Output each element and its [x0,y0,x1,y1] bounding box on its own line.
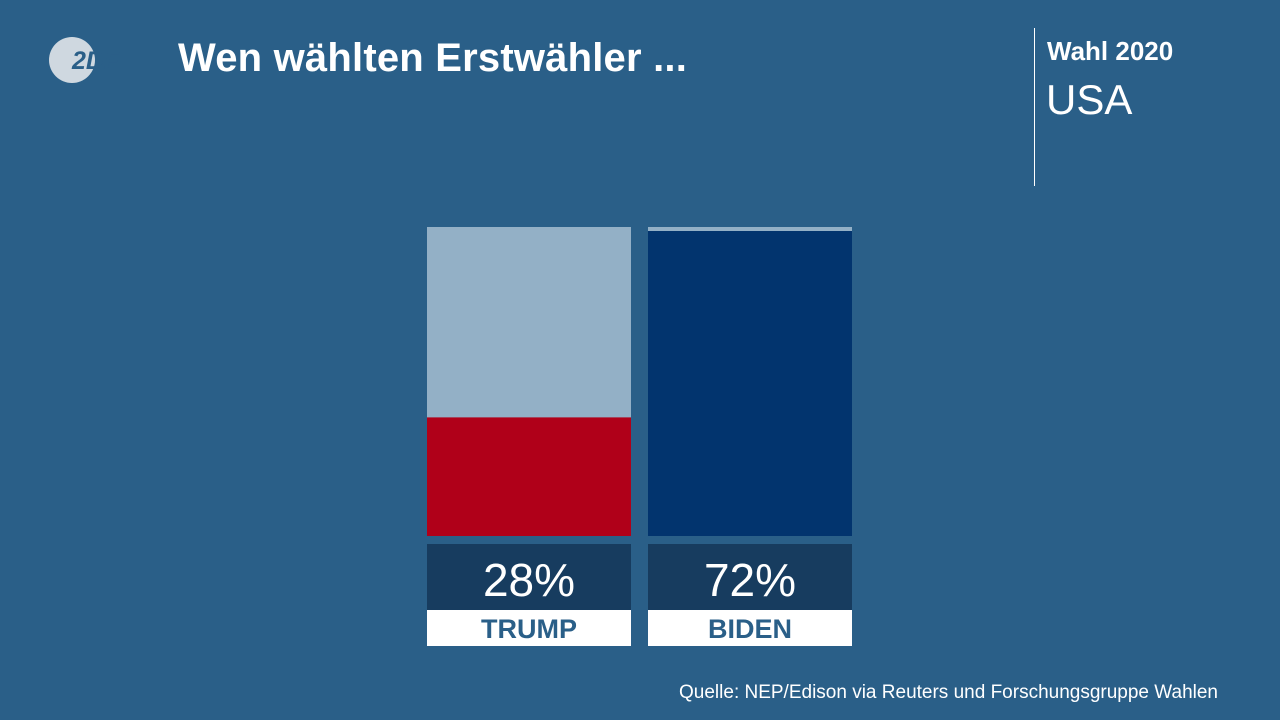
category-label-biden: BIDEN [708,614,792,644]
source-note: Quelle: NEP/Edison via Reuters und Forsc… [679,682,1218,703]
zdf-logo: 2DF [49,37,120,83]
category-box-biden [648,610,852,646]
value-box-biden [648,544,852,610]
bar-biden [648,231,852,536]
bar-trump [427,417,631,536]
value-label-biden: 72% [704,554,796,606]
category-label-trump: TRUMP [481,614,577,644]
header-divider [1034,28,1035,186]
election-kicker: Wahl 2020 [1047,36,1174,66]
election-region: USA [1046,76,1133,123]
zdf-logo-text: 2DF [71,47,120,75]
value-label-trump: 28% [483,554,575,606]
value-box-trump [427,544,631,610]
category-box-trump [427,610,631,646]
page-title: Wen wählten Erstwähler ... [178,36,688,80]
